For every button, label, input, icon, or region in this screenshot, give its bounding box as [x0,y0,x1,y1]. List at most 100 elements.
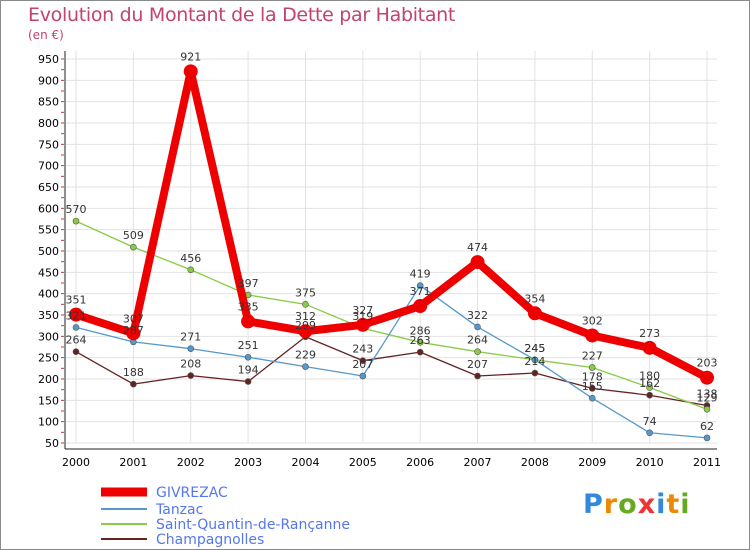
x-tick-label: 2005 [349,456,377,469]
data-label: 456 [180,252,201,265]
data-point [126,326,141,341]
data-point [585,328,600,343]
data-label: 207 [467,358,488,371]
data-label: 321 [66,309,87,322]
data-point [130,243,137,251]
x-tick-label: 2003 [234,456,262,469]
data-label: 375 [295,286,316,299]
y-tick-label: 350 [38,309,59,322]
legend-label: Champagnolles [156,532,264,548]
data-label: 335 [238,300,259,313]
y-tick-label: 950 [38,53,59,66]
data-point [183,64,198,79]
data-label: 264 [66,334,87,347]
chart-title: Evolution du Montant de la Dette par Hab… [28,4,456,26]
data-point [187,266,195,274]
data-label: 474 [467,241,488,254]
y-tick-label: 600 [38,202,59,215]
series-line-3 [75,336,708,407]
data-point [588,364,596,371]
data-point [72,324,80,331]
data-label: 397 [238,277,259,290]
data-label: 245 [524,342,545,355]
data-label: 302 [582,314,603,327]
data-label: 203 [697,357,718,370]
data-label: 264 [467,334,488,347]
data-label: 207 [352,358,373,371]
y-tick-label: 200 [38,373,59,386]
data-point [474,372,481,380]
data-label: 214 [524,355,545,368]
x-tick-label: 2004 [291,456,319,469]
data-point [244,353,252,361]
legend-label: GIVREZAC [156,485,228,501]
data-point [416,348,424,356]
y-tick-label: 550 [38,224,59,237]
y-tick-labels: 50 100 150 200 250 300 350 400 450 500 550 600 650 70… [38,53,59,450]
data-point [416,282,424,289]
data-point [298,324,313,339]
data-label: 229 [295,349,316,362]
x-tick-label: 2002 [177,456,205,469]
data-point [416,339,424,346]
x-tick-label: 2000 [62,456,90,469]
data-point [470,255,485,270]
data-label: 371 [410,285,431,298]
legend: GIVREZACTanzacSaint-Quantin-de-RançanneC… [101,485,350,548]
x-tick-label: 2006 [406,456,434,469]
x-tick-label: 2001 [119,456,147,469]
data-label: 419 [410,268,431,281]
data-label: 208 [180,358,201,371]
data-point [241,314,256,329]
legend-label: Tanzac [155,502,203,518]
data-label: 287 [123,324,144,337]
data-point [130,380,137,388]
y-tick-label: 700 [38,160,59,173]
y-tick-label: 650 [38,181,59,194]
data-label: 312 [295,310,316,323]
x-tick-label: 2007 [464,456,492,469]
data-point [413,299,428,314]
data-label: 271 [180,331,201,344]
data-label: 319 [352,310,373,323]
data-label: 273 [639,327,660,340]
series-line-1 [75,284,708,439]
data-label: 245 [524,342,545,355]
series-lines [69,64,714,442]
data-point [187,372,195,379]
y-tick-label: 150 [38,394,59,407]
data-point [359,372,367,380]
data-label: 299 [295,319,316,332]
data-label: 921 [180,50,201,63]
axes [61,51,717,450]
x-tick-label: 2009 [578,456,606,469]
data-label: 178 [582,370,603,383]
data-label: 188 [123,366,144,379]
chart-unit-label: (en €) [28,28,64,42]
y-tick-label: 100 [38,416,59,429]
data-label: 263 [410,334,431,347]
data-label: 138 [697,387,718,400]
data-label: 509 [123,229,144,242]
y-tick-label: 500 [38,245,59,258]
x-tick-label: 2010 [636,456,664,469]
data-point [72,348,80,355]
y-tick-label: 250 [38,352,59,365]
data-point [703,434,711,442]
grid-lines [65,51,717,444]
data-labels: 264 188 208 194 299 243 263 207 214 178 162 138 570 5… [66,50,718,433]
data-point [359,357,367,364]
data-point [646,384,653,391]
data-label: 74 [643,415,657,428]
data-point [642,340,657,355]
data-point [302,363,309,370]
data-point [244,378,252,385]
x-tick-labels: 2000 2001 2002 2003 2004 2005 2006 2007 2008 2009… [62,456,721,469]
data-label: 243 [352,343,373,356]
data-point [527,306,542,321]
x-tick-label: 2011 [693,456,721,469]
proxiti-logo: Proxiti [583,489,691,520]
data-label: 180 [639,370,660,383]
data-point [531,356,539,364]
